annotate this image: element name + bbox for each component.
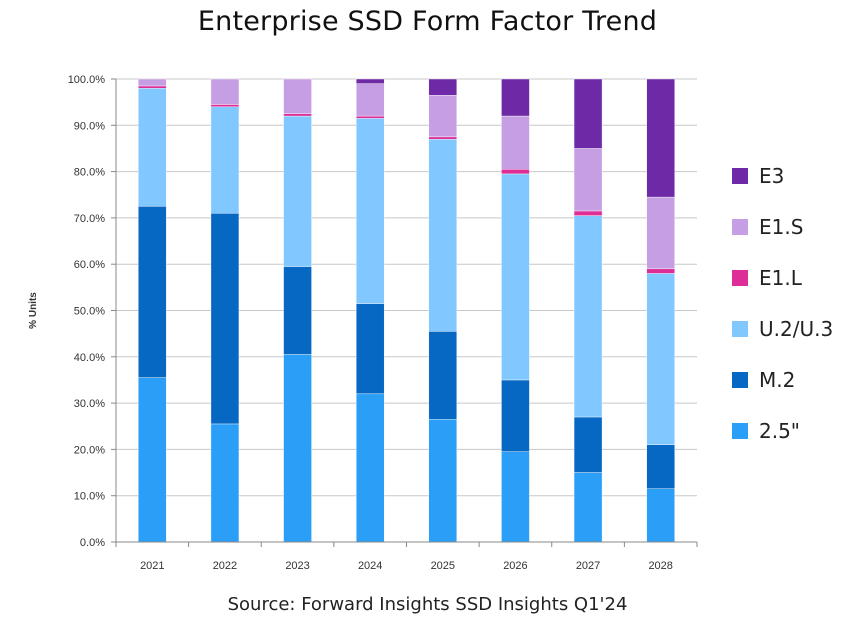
bar-segment [646,196,675,270]
bar-segment [501,78,530,117]
bar-segment [428,419,458,543]
bar-segment [210,106,240,214]
bar-segment [646,268,675,274]
bar-segment [501,115,530,170]
legend-swatch [732,168,748,184]
legend-swatch [732,423,748,439]
x-tick-label: 2025 [431,560,455,572]
x-tick-label: 2021 [140,560,164,572]
y-tick-label: 40.0% [74,352,105,364]
x-tick-label: 2023 [285,560,309,572]
bar-segment [428,138,458,332]
x-tick-label: 2027 [576,560,600,572]
bar-segment [428,95,458,138]
bar-segment [210,213,240,425]
bar-segment [138,78,167,87]
bar-segment [138,377,167,543]
bar-segment [355,115,385,119]
legend-label: 2.5" [759,419,800,443]
bar-segment [573,78,603,149]
y-tick-label: 80.0% [74,167,105,179]
bar-segment [138,88,167,207]
bar-segment [138,85,167,89]
bar-segment [646,444,675,489]
bar-segment [573,210,603,216]
bar-segment [501,379,530,452]
y-axis-label: % Units [28,292,39,329]
bar-segment [501,169,530,175]
bar-segment [573,416,603,473]
legend-label: M.2 [759,368,795,392]
legend-label: U.2/U.3 [759,317,833,341]
source-note: Source: Forward Insights SSD Insights Q1… [227,594,628,615]
bar-segment [283,115,312,267]
bar-segment [283,354,312,543]
y-tick-label: 0.0% [80,537,105,549]
bar-segment [283,113,312,117]
legend-swatch [732,270,748,286]
x-tick-label: 2026 [503,560,527,572]
axes: 0.0% 10.0% 20.0% 30.0% 40.0% 50.0% 60.0% 70.0% 8… [28,74,698,572]
bar-segment [646,273,675,445]
bar-segment [573,215,603,418]
bar-segment [283,266,312,355]
legend: E3 E1.S E1.L U.2/U.3 M.2 2.5" [732,164,833,443]
x-tick-label: 2028 [648,560,672,572]
x-tick-label: 2022 [213,560,237,572]
bar-segment [210,423,240,543]
legend-swatch [732,219,748,235]
y-tick-label: 20.0% [74,444,105,456]
y-tick-label: 100.0% [68,74,106,86]
legend-label: E1.L [759,266,803,290]
bar-segment [501,451,530,543]
bar-segment [210,78,240,105]
bar-segment [428,331,458,420]
bar-segment [573,148,603,212]
bar-segment [283,78,312,114]
y-tick-label: 50.0% [74,306,105,318]
x-tick-label: 2024 [358,560,382,572]
gridlines [116,78,697,543]
bar-segment [355,303,385,395]
bar-segment [355,83,385,117]
bar-segment [355,78,385,84]
y-tick-label: 60.0% [74,259,105,271]
bar-segment [428,136,458,140]
bar-segment [210,104,240,107]
bar-segment [428,78,458,96]
bar-segment [646,78,675,198]
bars [138,78,675,543]
bar-segment [355,393,385,543]
legend-swatch [732,321,748,337]
bar-segment [355,118,385,304]
y-tick-label: 30.0% [74,398,105,410]
chart-title: Enterprise SSD Form Factor Trend [197,6,658,37]
bar-segment [501,173,530,381]
legend-swatch [732,372,748,388]
y-tick-label: 70.0% [74,213,105,225]
y-tick-label: 10.0% [74,491,105,503]
legend-label: E3 [759,164,784,188]
bar-segment [138,206,167,378]
y-tick-label: 90.0% [74,120,105,132]
bar-segment [573,472,603,543]
legend-label: E1.S [759,215,803,239]
bar-segment [646,488,675,543]
